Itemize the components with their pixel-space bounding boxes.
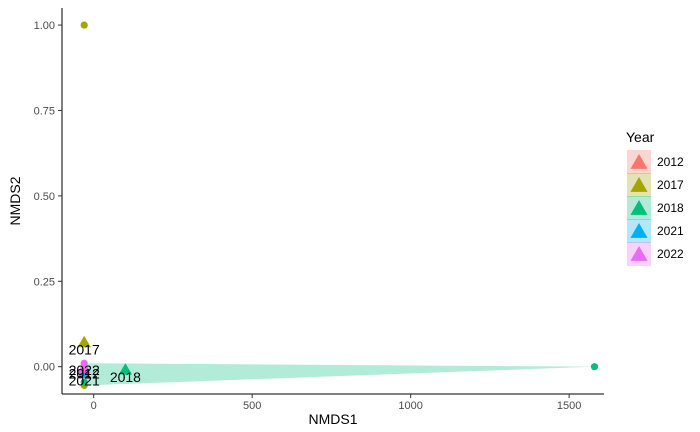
annotation-2012: 2012 (69, 366, 100, 382)
annotation-2018: 2018 (110, 369, 141, 385)
centroid-2022 (77, 361, 91, 373)
point-2018-2 (590, 363, 599, 371)
y-tick-label-0.25: 0.25 (34, 276, 55, 288)
legend-label-2022: 2022 (657, 247, 684, 261)
annotation-2021: 2021 (69, 372, 100, 388)
legend-symbol-2022 (630, 246, 648, 261)
point-2017-0 (80, 21, 88, 29)
y-tick-label-0.75: 0.75 (34, 105, 55, 117)
legend-symbol-2017 (630, 177, 648, 192)
legend-label-2018: 2018 (657, 201, 684, 215)
legend-label-2012: 2012 (657, 155, 684, 169)
legend-title: Year (626, 129, 655, 145)
x-axis-ticks: 0 500 1000 1500 (91, 394, 581, 412)
legend-label-2021: 2021 (657, 224, 684, 238)
point-layer (80, 21, 599, 390)
centroid-2017 (77, 335, 91, 348)
annotation-2022: 2022 (69, 362, 100, 378)
centroid-2018 (118, 363, 133, 375)
y-tick-label-0.50: 0.50 (34, 191, 55, 203)
y-axis-title: NMDS2 (7, 176, 23, 225)
x-tick-label-1500: 1500 (557, 400, 581, 412)
legend-symbol-2018 (630, 200, 648, 215)
point-2018-3 (80, 378, 88, 386)
hull-2018 (84, 363, 595, 386)
x-tick-label-500: 500 (243, 400, 261, 412)
centroid-layer (77, 335, 133, 379)
legend-symbol-2012 (630, 154, 648, 169)
legend-label-2017: 2017 (657, 178, 684, 192)
x-tick-label-1000: 1000 (398, 400, 422, 412)
legend: Year 2012 2017 2018 2021 2022 (626, 129, 684, 266)
legend-symbol-2021 (630, 223, 648, 238)
annotation-2017: 2017 (69, 342, 100, 358)
y-tick-label-0.00: 0.00 (34, 362, 55, 374)
x-axis-title: NMDS1 (308, 411, 357, 427)
hull-layer (84, 363, 595, 386)
y-axis-ticks: 0.00 0.25 0.50 0.75 1.00 (34, 20, 62, 374)
x-tick-label-0: 0 (91, 400, 97, 412)
y-tick-label-1.00: 1.00 (34, 20, 55, 32)
